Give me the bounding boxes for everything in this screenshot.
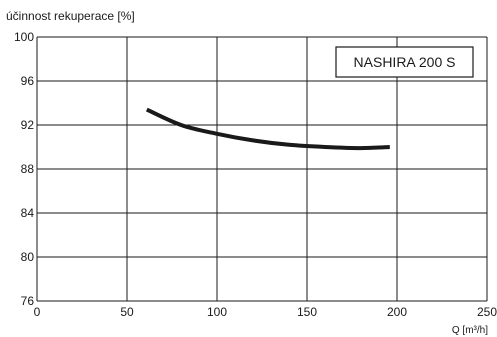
y-tick-label-0: 76 — [21, 294, 35, 308]
x-tick-label-0: 0 — [34, 305, 41, 319]
x-tick-label-5: 250 — [477, 305, 497, 319]
grid — [36, 36, 488, 302]
x-tick-label-2: 100 — [207, 305, 227, 319]
legend-box — [335, 46, 474, 78]
y-tick-label-4: 92 — [21, 118, 35, 132]
x-tick-label-4: 200 — [387, 305, 407, 319]
y-tick-label-2: 84 — [21, 206, 35, 220]
y-axis-label: účinnost rekuperace [%] — [6, 9, 135, 23]
legend-label: NASHIRA 200 S — [354, 54, 456, 70]
y-tick-label-3: 88 — [21, 162, 35, 176]
x-tick-labels: 0 50 100 150 200 250 — [34, 305, 497, 319]
series-line-0 — [145, 107, 390, 151]
legend: NASHIRA 200 S — [335, 46, 474, 78]
y-tick-label-1: 80 — [21, 250, 35, 264]
x-axis-label: Q [m³/h] — [452, 325, 488, 336]
y-tick-labels: 76 80 84 88 92 96 100 — [14, 30, 34, 308]
x-tick-label-1: 50 — [120, 305, 134, 319]
x-tick-label-3: 150 — [297, 305, 317, 319]
y-tick-label-5: 96 — [21, 74, 35, 88]
y-tick-label-6: 100 — [14, 30, 34, 44]
series-layer — [145, 107, 390, 151]
